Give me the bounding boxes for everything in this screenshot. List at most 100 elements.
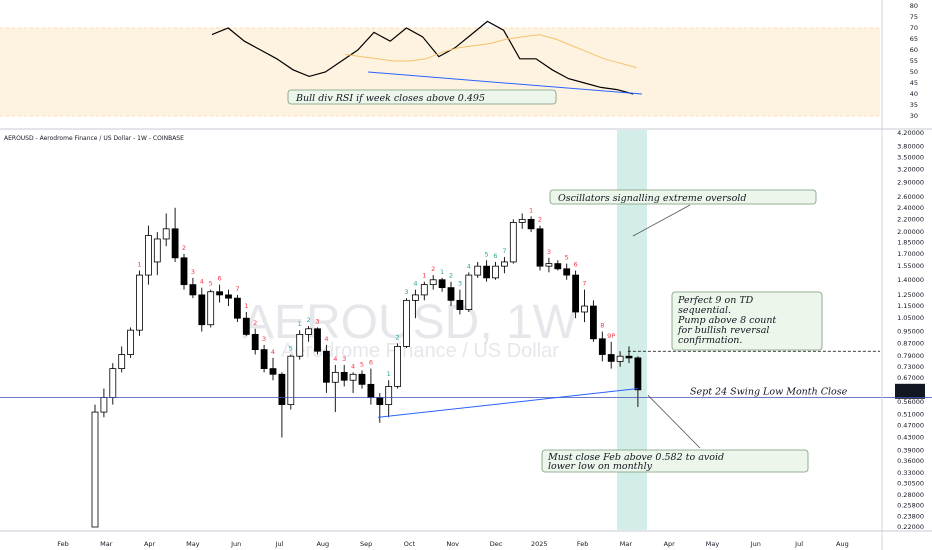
candle <box>171 207 179 262</box>
price-ticks: 4.20000 3.80000 3.50000 3.20000 2.90000 2.600… <box>895 129 925 531</box>
candle <box>527 216 535 233</box>
candle <box>581 289 588 323</box>
td-sequential-label: 5 <box>565 254 569 262</box>
rsi-tick-label: 35 <box>910 101 918 109</box>
candle-body <box>518 218 526 223</box>
must-close-note-line2: lower low on monthly <box>548 461 653 472</box>
price-tick-label: 0.39000 <box>897 447 924 455</box>
td-sequential-label: 4 <box>200 278 204 286</box>
time-tick-label: Oct <box>404 540 416 548</box>
td-sequential-label: 3 <box>315 317 319 325</box>
rsi-tick-label: 70 <box>910 24 918 32</box>
candle-body <box>269 368 277 375</box>
candle <box>625 346 633 364</box>
candle-body <box>314 328 321 352</box>
candle <box>500 257 508 274</box>
price-tick-label: 2.00000 <box>897 228 924 236</box>
td-sequential-label: 3 <box>262 335 266 343</box>
td-sequential-label: 5 <box>209 280 213 288</box>
candle <box>305 326 313 342</box>
candle <box>403 298 410 349</box>
price-tick-label: 0.47000 <box>897 422 924 430</box>
price-tick-label: 0.25800 <box>897 502 924 510</box>
time-tick-label: Sep <box>360 540 372 548</box>
time-tick-label: Feb <box>57 540 69 548</box>
candle <box>616 351 624 367</box>
candle <box>438 277 446 292</box>
candle-body <box>474 265 482 276</box>
price-tick-label: 1.05000 <box>897 314 924 322</box>
price-tick-label: 0.33000 <box>897 469 924 477</box>
oscillators-note-text: Oscillators signalling extreme oversold <box>558 193 746 204</box>
candle <box>180 253 188 290</box>
td-sequential-label: 4 <box>351 362 355 370</box>
must-close-note-line1: Must close Feb above 0.582 to avoid <box>547 452 724 463</box>
time-tick-label: Jun <box>230 540 241 548</box>
candle-body <box>376 397 384 405</box>
candle-body <box>305 328 313 335</box>
time-tick-label: 2025 <box>531 540 548 548</box>
bull-div-note-text: Bull div RSI if week closes above 0.495 <box>295 93 485 104</box>
rsi-tick-label: 80 <box>910 2 918 10</box>
candle-body <box>509 222 517 263</box>
candle-body <box>572 274 579 313</box>
time-tick-label: Feb <box>577 540 589 548</box>
candle-body <box>456 299 464 310</box>
time-tick-label: Jun <box>750 540 761 548</box>
candle <box>296 330 304 360</box>
perfect9-note <box>671 291 823 351</box>
price-tick-label: 2.90000 <box>897 178 924 186</box>
candle-body <box>127 329 134 355</box>
perfect9-note-line2: sequential. <box>678 305 731 316</box>
candle <box>322 344 330 393</box>
last-price-marker <box>895 383 925 399</box>
candle-body <box>331 371 339 383</box>
callout-pointer-top <box>632 204 691 237</box>
candle-body <box>438 279 446 289</box>
time-axis: Feb Mar Apr May Jun Jul Aug Sep Oct Nov Dec 2025 Feb… <box>57 540 849 548</box>
td-sequential-label: 1 <box>244 302 248 310</box>
pump-note-line1: Pump above 8 count <box>677 315 776 326</box>
td-sequential-label: 4 <box>324 335 328 343</box>
td-sequential-label: 4 <box>333 355 337 363</box>
rsi-ma-line <box>344 34 637 69</box>
candle <box>331 364 339 413</box>
candle <box>91 404 99 528</box>
candle-body <box>527 218 535 230</box>
candle-body <box>251 334 259 351</box>
price-tick-label: 2.40000 <box>897 204 924 212</box>
candle <box>634 356 642 408</box>
candle-body <box>118 354 126 370</box>
td-sequential-label: 2 <box>538 216 542 224</box>
td-sequential-label: 7 <box>582 280 586 288</box>
candle-body <box>358 373 366 385</box>
candle-body <box>198 294 206 326</box>
price-tick-label: 0.30500 <box>897 479 924 487</box>
td-sequential-label: 1 <box>422 272 426 280</box>
price-tick-label: 0.36000 <box>897 457 924 465</box>
td-sequential-label: 3 <box>342 355 346 363</box>
candle <box>144 225 152 285</box>
candle-body <box>91 411 99 528</box>
symbol-title: AEROUSD - Aerodrome Finance / US Dollar … <box>4 135 184 142</box>
candle <box>287 354 295 410</box>
candle <box>127 327 134 358</box>
candle <box>269 357 277 381</box>
price-tick-label: 0.23800 <box>897 512 924 520</box>
price-tick-label: 0.73000 <box>897 363 924 371</box>
bull-div-note <box>287 89 557 105</box>
candle-body <box>590 305 597 340</box>
candle <box>216 284 224 303</box>
candle-body <box>242 317 250 335</box>
candle <box>607 341 615 369</box>
candle-body <box>162 228 170 240</box>
candle <box>189 277 197 299</box>
candle-body <box>598 338 606 355</box>
must-close-note <box>541 449 809 473</box>
candle-body <box>563 268 571 276</box>
last-price-countdown: 2d 9h <box>901 391 920 399</box>
rsi-tick-label: 40 <box>910 90 918 98</box>
time-tick-label: Nov <box>446 540 459 548</box>
callout-pointer-bottom <box>647 394 701 449</box>
